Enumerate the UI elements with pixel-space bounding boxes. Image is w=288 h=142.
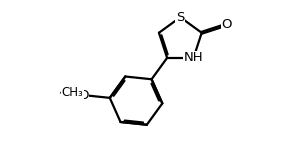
Text: O: O bbox=[78, 89, 89, 102]
Text: NH: NH bbox=[184, 51, 203, 64]
Text: CH₃: CH₃ bbox=[61, 86, 83, 99]
Text: O: O bbox=[221, 18, 232, 31]
Text: S: S bbox=[176, 11, 185, 24]
